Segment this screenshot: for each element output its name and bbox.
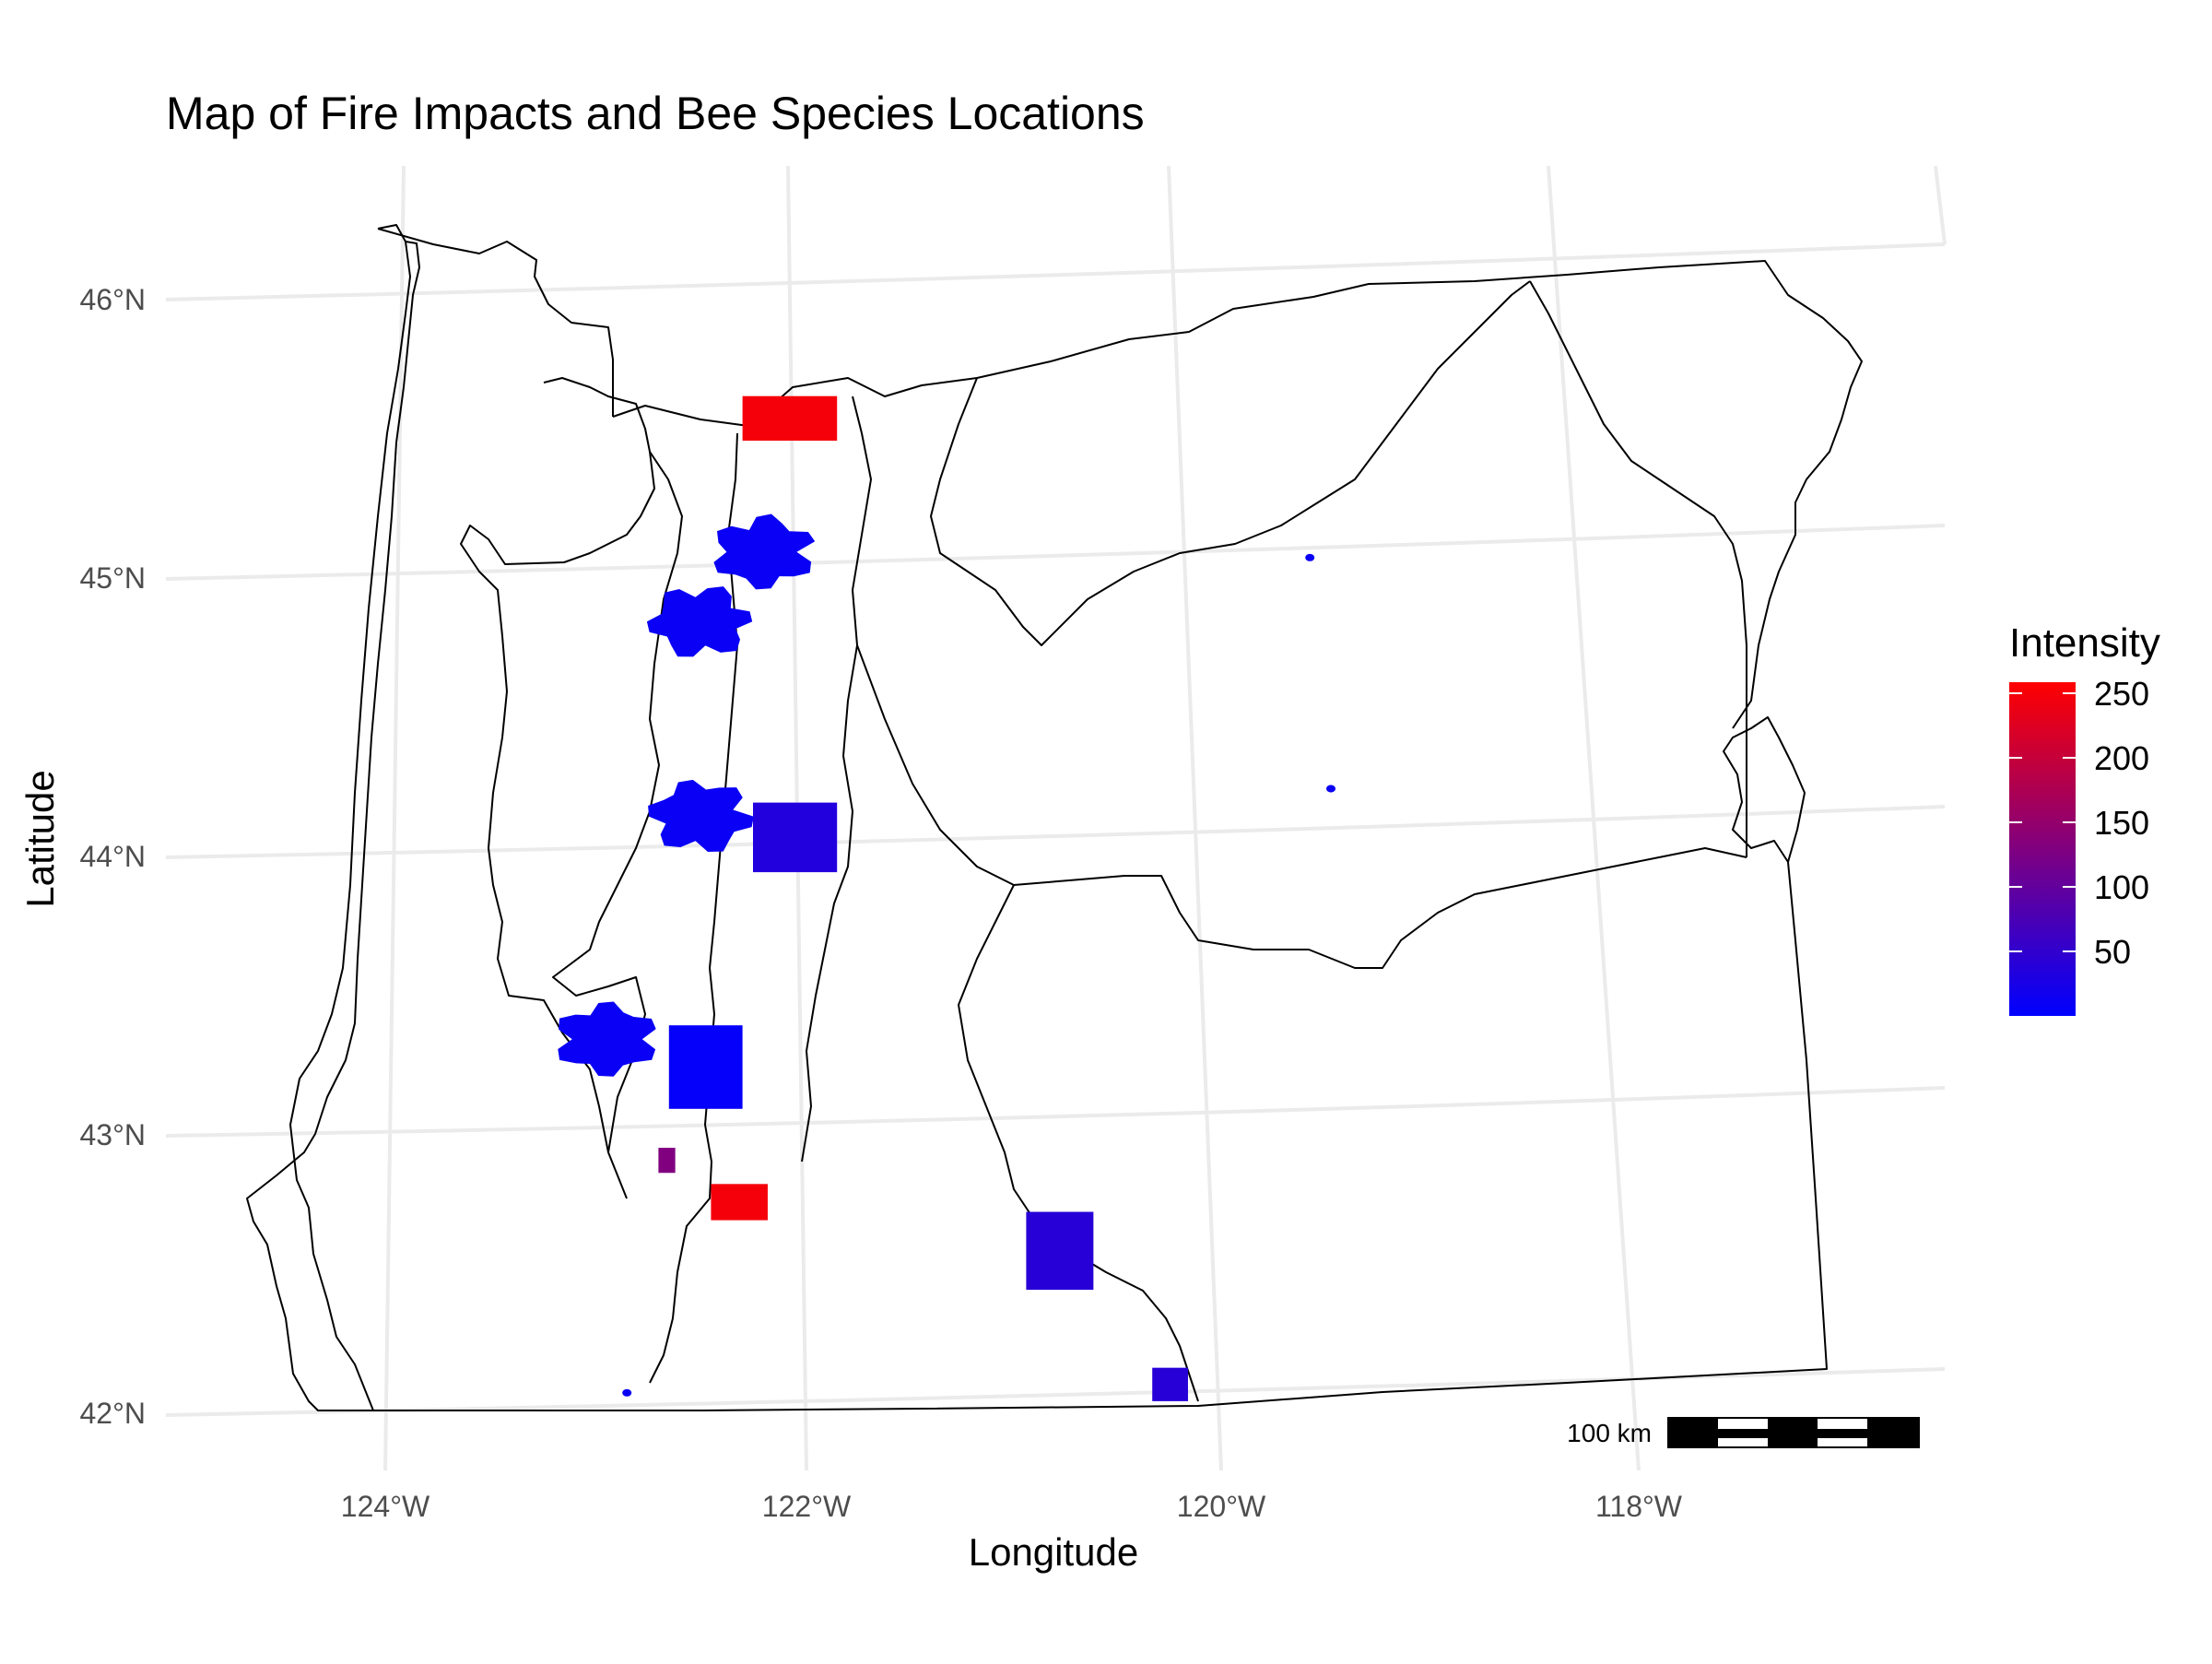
y-tick-44: 44°N xyxy=(80,840,147,873)
scale-bar-segment xyxy=(1768,1418,1818,1447)
willamette-west-line xyxy=(460,377,655,1199)
legend-tick-150: 150 xyxy=(2094,804,2149,842)
scale-bar-segment xyxy=(1668,1418,1718,1447)
gridline-lat-44 xyxy=(165,805,1946,859)
fire-raster-tile xyxy=(658,1148,676,1174)
fire-raster-tile xyxy=(1026,1211,1094,1291)
fire-perimeter xyxy=(622,1388,632,1397)
state-boundaries xyxy=(246,224,1863,1411)
fire-perimeter xyxy=(558,1001,656,1077)
eastern-frame-line xyxy=(1529,280,1747,857)
scale-bar-segment xyxy=(1718,1429,1768,1438)
x-axis-ticks: 124°W 122°W 120°W 118°W xyxy=(341,1490,1683,1523)
scale-bar: 100 km xyxy=(1567,1417,1920,1448)
gridline-lat-45 xyxy=(165,524,1946,581)
x-tick-120w: 120°W xyxy=(1177,1490,1266,1523)
gridline-lat-43 xyxy=(165,1086,1946,1138)
x-tick-118w: 118°W xyxy=(1595,1490,1683,1523)
cascades-east-line xyxy=(649,432,738,1384)
y-tick-42: 42°N xyxy=(80,1397,147,1430)
legend-tick-100: 100 xyxy=(2094,868,2149,906)
oregon-north-border xyxy=(612,260,1863,729)
legend-tick-50: 50 xyxy=(2094,933,2131,971)
coast-range-line xyxy=(289,241,411,1411)
scale-bar-label: 100 km xyxy=(1567,1419,1652,1447)
scale-bar-segment xyxy=(1867,1418,1919,1447)
gridline-lon-116 xyxy=(1934,165,1947,245)
fire-raster-tile xyxy=(753,802,838,873)
legend-title: Intensity xyxy=(2009,620,2160,666)
colorbar-ticks xyxy=(2009,692,2076,952)
fire-perimeter xyxy=(713,513,816,590)
x-axis-title: Longitude xyxy=(969,1530,1139,1574)
y-tick-45: 45°N xyxy=(80,561,147,595)
scale-bar-segment xyxy=(1818,1429,1867,1438)
gridline-lon-118 xyxy=(1547,165,1641,1471)
fire-perimeter xyxy=(1305,553,1315,561)
x-tick-122w: 122°W xyxy=(762,1490,852,1523)
graticule xyxy=(165,165,1947,1471)
eastern-cascades-line xyxy=(801,395,872,1162)
fire-raster-tile xyxy=(742,395,838,441)
columbia-plateau-line xyxy=(930,280,1531,646)
fire-raster-tile xyxy=(1152,1367,1188,1401)
fire-raster-tile xyxy=(711,1184,768,1221)
y-axis-ticks: 46°N 45°N 44°N 43°N 42°N xyxy=(80,283,147,1430)
colorbar xyxy=(2009,682,2076,1016)
x-tick-124w: 124°W xyxy=(341,1490,430,1523)
map-title: Map of Fire Impacts and Bee Species Loca… xyxy=(166,88,1145,139)
high-desert-line xyxy=(958,884,1199,1402)
gridline-lat-46 xyxy=(165,242,1946,301)
fire-raster-layer xyxy=(658,395,1188,1401)
blue-mountains-line xyxy=(856,644,1747,969)
gridline-lon-120 xyxy=(1167,165,1223,1471)
intensity-legend: Intensity 250 200 150 100 50 xyxy=(2009,620,2160,1016)
gridline-lon-124 xyxy=(383,165,406,1471)
columbia-river xyxy=(377,228,614,417)
y-tick-46: 46°N xyxy=(80,283,147,316)
fire-perimeter-layer xyxy=(558,513,1335,1397)
legend-tick-250: 250 xyxy=(2094,675,2149,713)
fire-raster-tile xyxy=(668,1025,743,1109)
cascades-west-line xyxy=(552,451,683,1153)
fire-perimeter xyxy=(646,586,753,657)
y-axis-title: Latitude xyxy=(18,770,62,907)
fire-perimeter xyxy=(648,779,754,852)
legend-tick-200: 200 xyxy=(2094,739,2149,777)
fire-perimeter xyxy=(1326,785,1335,793)
oregon-state-outline xyxy=(246,224,1828,1411)
y-tick-43: 43°N xyxy=(80,1118,147,1151)
